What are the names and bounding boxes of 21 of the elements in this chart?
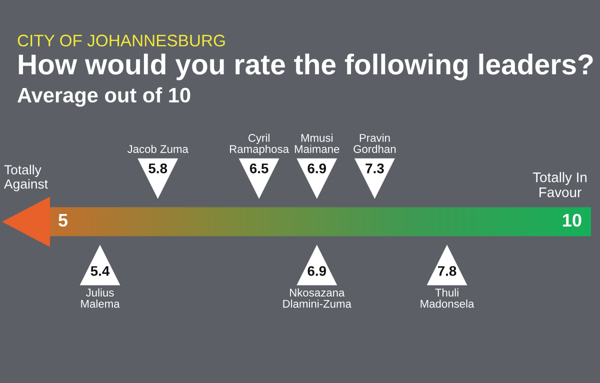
- data-label: 6.5: [250, 163, 268, 174]
- data-label: 5.8: [148, 163, 168, 174]
- category-label: Thuli Madonsela: [420, 288, 474, 308]
- category-label: Jacob Zuma: [127, 144, 188, 154]
- category-label: Cyril Ramaphosa: [230, 134, 289, 156]
- category-label: Mmusi Maimane: [294, 134, 340, 154]
- category-label: Julius Malema: [81, 288, 120, 308]
- text: CITY OF JOHANNESBURG: [18, 34, 225, 46]
- text: Average out of 10: [18, 87, 190, 107]
- text: How would you rate the following leaders?: [18, 54, 593, 80]
- data-label: 6.9: [308, 266, 326, 276]
- data-label: 7.3: [366, 163, 384, 174]
- text: 10: [563, 214, 582, 227]
- data-label: 6.9: [308, 163, 326, 174]
- data-label: 5.4: [90, 266, 110, 276]
- text: Totally Against: [4, 164, 48, 192]
- text: 5: [58, 214, 68, 227]
- category-label: Nkosazana Dlamini-Zuma: [283, 288, 352, 308]
- text: Totally In Favour: [532, 172, 586, 198]
- data-label: 7.8: [438, 266, 456, 276]
- category-label: Pravin Gordhan: [354, 134, 396, 154]
